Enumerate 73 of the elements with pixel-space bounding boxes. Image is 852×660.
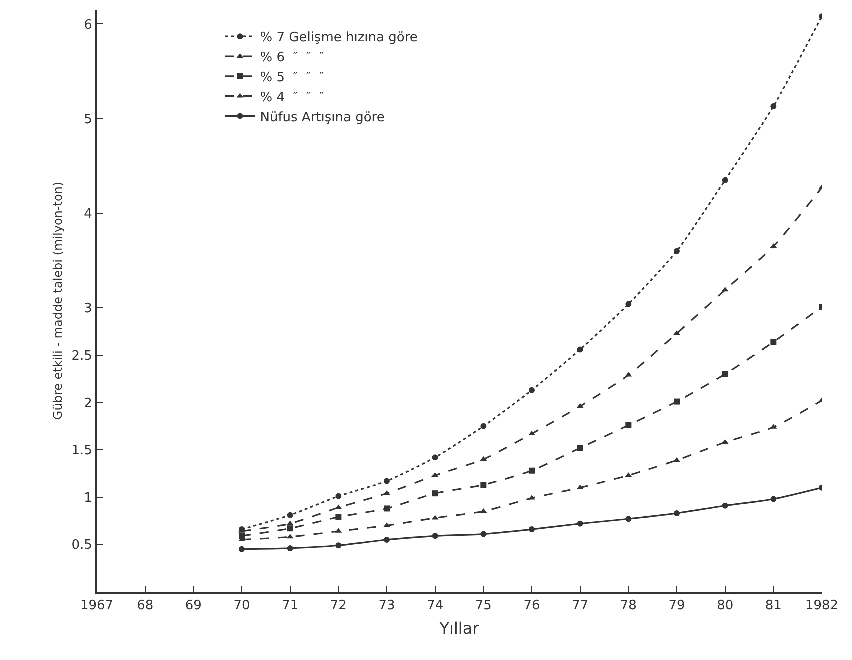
point <box>529 526 535 533</box>
x-tick-label: 73 <box>378 598 396 614</box>
point <box>770 496 777 502</box>
point <box>722 502 728 509</box>
x-tick-label: 71 <box>282 598 299 614</box>
x-tick-label: 70 <box>234 598 250 614</box>
point <box>336 542 342 549</box>
legend-label: % 5 ″ ″ ″ <box>260 70 325 86</box>
legend-label: % 6 ″ ″ ″ <box>260 50 325 66</box>
x-tick-label: 1967 <box>80 598 114 614</box>
point <box>626 516 632 522</box>
y-tick-label: 4 <box>84 207 92 222</box>
x-tick-label: 1982 <box>805 598 839 614</box>
legend-label: Nüfus Artışına göre <box>260 110 385 126</box>
y-tick-label: 0.5 <box>72 538 92 554</box>
point <box>577 346 584 353</box>
point <box>674 330 680 336</box>
x-tick-label: 75 <box>475 598 492 614</box>
point <box>336 514 342 520</box>
point <box>384 490 390 496</box>
x-axis-title: Yıllar <box>438 618 480 638</box>
x-tick-label: 69 <box>185 598 202 614</box>
y-tick-label: 2 <box>84 396 92 412</box>
point <box>336 493 342 500</box>
point <box>528 430 536 436</box>
point <box>287 545 294 552</box>
point <box>577 520 584 527</box>
point <box>432 490 438 497</box>
point <box>722 177 728 184</box>
point <box>528 495 536 500</box>
y-tick-label: 3 <box>84 302 92 317</box>
x-tick-label: 79 <box>668 598 686 614</box>
point <box>626 301 632 308</box>
point <box>480 531 487 538</box>
point <box>674 457 680 462</box>
x-tick-label: 78 <box>620 598 637 614</box>
x-tick-label: 74 <box>427 598 444 614</box>
y-tick-label: 2.5 <box>72 348 92 364</box>
x-tick-label: 76 <box>524 598 540 614</box>
x-tick-label: 68 <box>137 598 154 614</box>
legend-label: % 4 ″ ″ ″ <box>260 90 325 106</box>
point <box>577 445 584 452</box>
y-tick-label: 1.5 <box>72 444 92 459</box>
x-tick-label: 81 <box>765 598 782 614</box>
y-axis-title: Gübre etkili - madde talebi (milyon-ton) <box>51 182 65 420</box>
point <box>770 339 777 346</box>
point <box>529 387 535 394</box>
point <box>432 533 438 540</box>
point <box>239 533 245 540</box>
x-tick-label: 72 <box>330 598 347 614</box>
point <box>239 546 245 552</box>
point <box>384 536 390 543</box>
point <box>722 371 728 378</box>
point <box>529 468 535 474</box>
y-tick-label: 1 <box>84 490 92 506</box>
point <box>480 482 487 488</box>
point <box>674 248 680 254</box>
point <box>770 104 777 110</box>
x-tick-label: 77 <box>572 598 589 614</box>
point <box>384 522 390 528</box>
point <box>384 506 390 512</box>
point <box>480 423 487 430</box>
y-tick-label: 6 <box>84 18 92 33</box>
point <box>432 454 438 461</box>
point <box>674 398 680 405</box>
legend-label: % 7 Gelişme hızına göre <box>260 30 418 46</box>
point <box>626 422 632 428</box>
point <box>287 512 294 518</box>
point <box>287 526 294 532</box>
point <box>674 510 680 516</box>
x-tick-label: 80 <box>717 598 734 614</box>
point <box>384 478 390 484</box>
y-tick-label: 5 <box>84 112 92 128</box>
